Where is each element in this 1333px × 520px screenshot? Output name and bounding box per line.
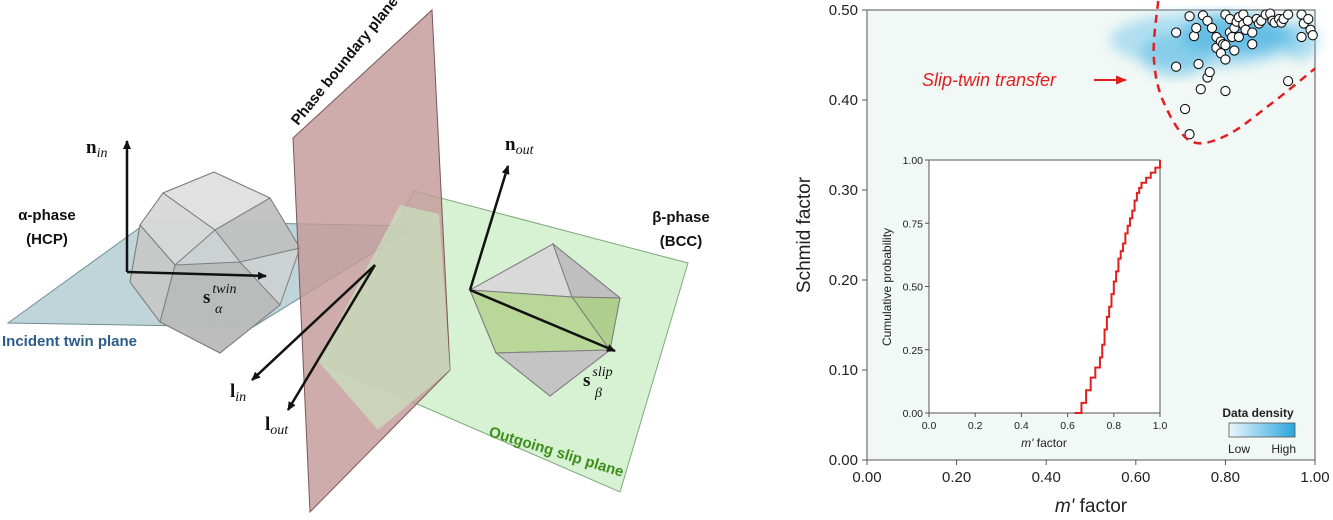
y-tick-label: 0.00 (829, 452, 858, 469)
inset-y-tick-label: 0.25 (903, 345, 924, 357)
x-tick-label: 0.20 (942, 469, 971, 486)
inset-x-tick-label: 0.2 (968, 420, 983, 432)
x-tick-label: 0.40 (1032, 469, 1061, 486)
s-twin-vector (126, 270, 267, 280)
scatter-point (1184, 11, 1195, 22)
scatter-point (1170, 61, 1182, 72)
n-in-label: nin (86, 137, 107, 161)
y-tick-label: 0.20 (829, 272, 858, 289)
scatter-point (1233, 31, 1244, 43)
beta-phase-structure: (BCC) (660, 233, 703, 250)
scatter-point (1184, 129, 1195, 140)
incident-plane-label: Incident twin plane (2, 333, 137, 350)
inset-x-tick-label: 0.4 (1014, 420, 1029, 432)
inset-x-tick-label: 1.0 (1153, 420, 1168, 432)
scatter-point (1204, 66, 1215, 78)
s-slip-vector (469, 288, 616, 353)
inset-y-tick-label: 0.00 (903, 408, 924, 420)
beta-phase-name: β-phase (652, 209, 710, 226)
slip-twin-boundary (1152, 0, 1316, 145)
scatter-points (1170, 8, 1318, 140)
scatter-point (1247, 27, 1258, 38)
legend-high: High (1271, 442, 1296, 456)
n-out-vector (468, 165, 510, 291)
inset-y-axis: 0.00 0.25 0.50 0.75 1.00 (903, 155, 929, 420)
inset-x-tick-label: 0.0 (922, 420, 937, 432)
scatter-point (1282, 75, 1294, 87)
x-tick-label: 1.00 (1300, 469, 1329, 486)
scatter-point (1282, 9, 1294, 20)
scatter-point (1193, 58, 1204, 70)
scatter-point (1195, 84, 1206, 95)
inset-x-tick-label: 0.8 (1106, 420, 1121, 432)
alpha-phase-structure: (HCP) (26, 231, 68, 248)
density-legend: Data density Low High (1222, 406, 1296, 456)
legend-low: Low (1228, 442, 1250, 456)
l-out-label: lout (265, 414, 289, 438)
s-slip-sub: β (594, 386, 602, 401)
y-axis-title: Schmid factor (794, 176, 815, 293)
inset-y-tick-label: 0.50 (903, 282, 924, 294)
x-axis-title: m' factor (1055, 496, 1128, 517)
x-axis: 0.00 0.20 0.40 0.60 0.80 1.00 (852, 460, 1330, 486)
l-in-vector (251, 264, 376, 381)
schematic: Phase boundary plane α-phase (HCP) β-pha… (2, 0, 710, 514)
l-in-label: lin (230, 381, 246, 405)
legend-colorbar (1228, 422, 1296, 438)
scatter-point (1247, 39, 1258, 50)
y-tick-label: 0.10 (829, 362, 858, 379)
y-tick-label: 0.40 (829, 92, 858, 109)
alpha-crystal (129, 171, 301, 354)
x-tick-label: 0.00 (852, 469, 881, 486)
s-slip-label: s slip (583, 365, 613, 391)
scatter-point (1202, 15, 1213, 26)
inset-x-axis: 0.0 0.2 0.4 0.6 0.8 1.0 (922, 413, 1168, 432)
alpha-phase-name: α-phase (18, 207, 76, 224)
s-twin-sub: α (215, 302, 223, 317)
y-tick-label: 0.30 (829, 182, 858, 199)
outgoing-slip-plane-front (318, 205, 450, 430)
scatter-point (1170, 27, 1182, 38)
scatter-point (1303, 13, 1314, 25)
scatter-point (1220, 85, 1231, 97)
slip-twin-annotation: Slip-twin transfer (922, 70, 1057, 90)
x-tick-label: 0.80 (1211, 469, 1240, 486)
beta-crystal (468, 242, 622, 397)
scatter-point (1296, 31, 1307, 43)
l-out-vector (286, 264, 377, 411)
x-tick-label: 0.60 (1121, 469, 1150, 486)
inset-y-tick-label: 0.75 (903, 218, 924, 230)
scatter-point (1242, 15, 1253, 26)
y-tick-label: 0.50 (829, 2, 858, 19)
y-axis: 0.00 0.10 0.20 0.30 0.40 0.50 (829, 2, 867, 469)
inset-y-title: Cumulative probability (880, 228, 894, 346)
scatter-point (1220, 54, 1231, 65)
inset-y-tick-label: 1.00 (903, 155, 924, 167)
legend-title: Data density (1222, 406, 1294, 420)
inset-x-title: m' factor (1021, 436, 1067, 450)
scatter-point (1206, 22, 1218, 34)
inset-chart: 0.0 0.2 0.4 0.6 0.8 1.0 0.000.250.500.751.00 … (880, 155, 1167, 450)
scatter-point (1229, 45, 1240, 56)
scatter-point (1191, 22, 1202, 34)
inset-background (928, 159, 1161, 414)
scatter-point (1179, 103, 1191, 115)
scatter-point (1307, 30, 1318, 41)
cumulative-step-line (1074, 160, 1161, 414)
s-twin-label: s twin (203, 282, 237, 308)
scatter-point (1220, 39, 1231, 51)
inset-x-tick-label: 0.6 (1060, 420, 1075, 432)
n-out-label: nout (505, 134, 535, 158)
